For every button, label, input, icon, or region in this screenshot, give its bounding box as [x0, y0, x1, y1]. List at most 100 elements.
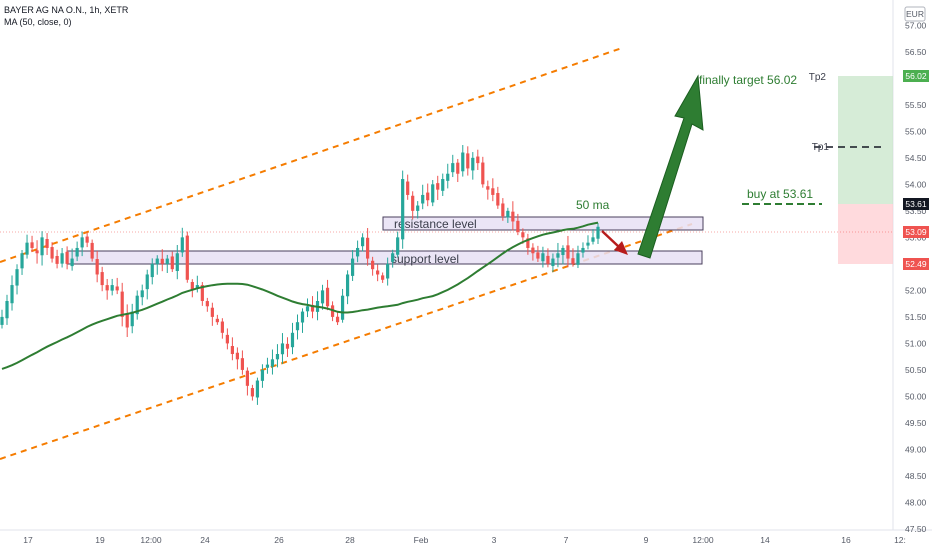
candle	[486, 180, 490, 200]
candle	[45, 233, 49, 255]
candle	[260, 364, 265, 388]
candle	[551, 253, 555, 273]
pullback-arrow-head[interactable]	[614, 241, 628, 255]
price-tick-label: 50.00	[905, 391, 927, 401]
candle	[150, 258, 154, 285]
candle	[431, 180, 435, 207]
candle	[325, 279, 330, 311]
candle	[40, 231, 44, 266]
loss-zone[interactable]	[838, 204, 893, 264]
symbol-legend: BAYER AG NA O.N., 1h, XETR	[4, 5, 129, 15]
candle	[165, 254, 169, 273]
candle	[70, 248, 74, 271]
price-tick-label: 51.00	[905, 338, 927, 348]
candle	[155, 255, 159, 275]
price-tick-label: 49.00	[905, 444, 927, 454]
time-tick-label: 3	[492, 535, 497, 545]
candle	[401, 170, 405, 249]
candle	[35, 240, 39, 264]
price-tick-label: 48.00	[905, 497, 927, 507]
candle	[491, 178, 495, 202]
candle	[185, 231, 189, 283]
support-label: support level	[391, 252, 459, 266]
price-tick-label: 47.50	[905, 524, 927, 534]
candle	[100, 266, 104, 292]
time-tick-label: 14	[760, 535, 770, 545]
candle	[411, 191, 415, 220]
profit-zone[interactable]	[838, 76, 893, 204]
price-tick-label: 48.50	[905, 471, 927, 481]
candle	[140, 284, 144, 306]
candlestick-series	[0, 145, 600, 405]
candle	[25, 234, 29, 259]
currency-badge[interactable]	[904, 6, 926, 22]
pullback-arrow-shaft[interactable]	[601, 230, 620, 248]
time-tick-label: 12:00	[140, 535, 162, 545]
candle	[295, 314, 300, 340]
candle	[55, 249, 59, 269]
candle	[180, 227, 184, 257]
candle	[386, 257, 390, 286]
candle	[531, 243, 535, 261]
candle	[280, 333, 285, 364]
candle	[416, 201, 420, 219]
price-tick-label: 53.50	[905, 206, 927, 216]
stop-price-text: 52.49	[905, 259, 927, 269]
candle	[205, 297, 209, 312]
candle	[345, 270, 350, 305]
candle	[195, 275, 199, 293]
resistance-zone[interactable]	[382, 216, 704, 231]
time-tick-label: 12:	[894, 535, 906, 545]
candle	[90, 239, 94, 262]
candle	[355, 240, 360, 263]
candle	[376, 264, 380, 282]
candle	[10, 275, 14, 311]
tp1-label: Tp1	[812, 142, 830, 153]
entry-price-text: 53.61	[905, 199, 927, 209]
candle	[581, 242, 585, 258]
candle	[335, 311, 340, 326]
candle	[200, 282, 204, 306]
candle	[496, 186, 500, 209]
candle	[120, 282, 124, 327]
candle	[366, 228, 370, 266]
candle	[571, 248, 575, 267]
ma-legend: MA (50, close, 0)	[4, 17, 72, 27]
ma-50-line[interactable]	[1, 221, 599, 370]
candle	[105, 278, 109, 300]
price-tick-label: 50.50	[905, 365, 927, 375]
candle	[65, 246, 69, 270]
tp2-label: Tp2	[809, 72, 827, 83]
price-tick-label: 54.00	[905, 179, 927, 189]
candle	[556, 242, 560, 268]
candle	[240, 350, 245, 375]
time-axis: 17 19 12:00 24 26 28 Feb 3 7 9 12:00 14 16 12:	[23, 535, 906, 545]
price-tick-label: 49.50	[905, 418, 927, 428]
candle	[381, 272, 385, 283]
candle	[115, 277, 119, 295]
candle	[60, 247, 64, 268]
target-price-text: 56.02	[905, 71, 927, 81]
candle	[466, 146, 470, 176]
entry-price-tag	[903, 198, 929, 210]
candle	[456, 158, 460, 183]
candle	[391, 249, 395, 268]
target-arrow[interactable]	[637, 74, 704, 259]
candle	[371, 256, 375, 276]
candle	[471, 152, 475, 180]
time-tick-label: 26	[274, 535, 284, 545]
candle	[566, 235, 570, 268]
candle	[215, 314, 219, 325]
candle	[15, 264, 19, 295]
candle	[80, 231, 84, 257]
candle	[320, 284, 325, 310]
candle	[396, 231, 400, 258]
candle	[541, 246, 545, 268]
candle	[501, 198, 505, 221]
candle	[235, 347, 239, 370]
candle	[586, 235, 590, 250]
time-tick-label: 28	[345, 535, 355, 545]
candle	[340, 288, 345, 323]
